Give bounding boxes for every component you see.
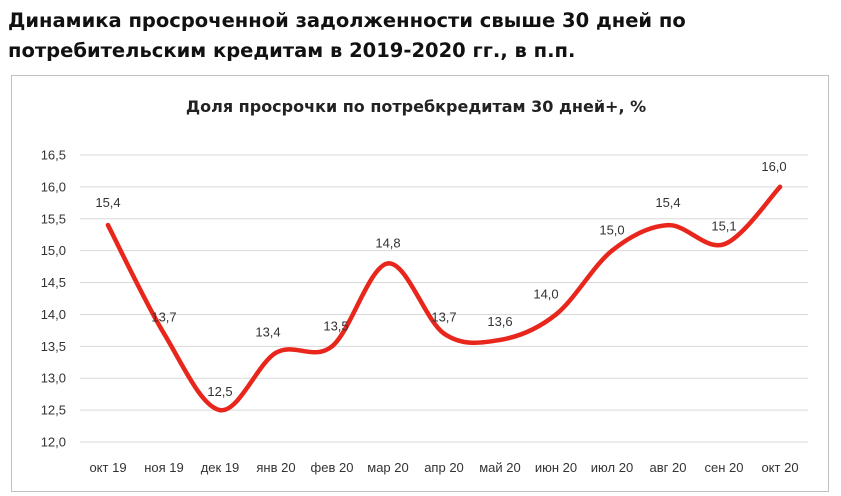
data-label: 13,6 bbox=[487, 314, 512, 329]
data-point bbox=[105, 222, 111, 228]
x-tick-label: май 20 bbox=[479, 460, 521, 475]
data-label: 16,0 bbox=[761, 159, 786, 174]
x-tick-label: июл 20 bbox=[591, 460, 633, 475]
data-point bbox=[273, 350, 279, 355]
data-label: 13,5 bbox=[323, 318, 348, 333]
x-tick-label: окт 19 bbox=[89, 460, 126, 475]
x-tick-label: сен 20 bbox=[705, 460, 744, 475]
data-point bbox=[385, 261, 391, 266]
y-tick-label: 14,5 bbox=[41, 275, 66, 290]
data-point bbox=[609, 248, 615, 253]
x-tick-label: авг 20 bbox=[650, 460, 687, 475]
data-label: 15,4 bbox=[95, 195, 120, 210]
y-tick-label: 13,5 bbox=[41, 339, 66, 354]
x-tick-label: фев 20 bbox=[311, 460, 354, 475]
x-axis-tick-labels: окт 19 ноя 19 дек 19 янв 20 фев 20 мар 20 апр … bbox=[89, 460, 798, 475]
y-tick-label: 12,5 bbox=[41, 403, 66, 418]
gridlines bbox=[80, 154, 808, 443]
data-point bbox=[497, 337, 503, 343]
data-point bbox=[721, 242, 727, 247]
page-heading-line-2: потребительским кредитам в 2019-2020 гг.… bbox=[8, 39, 576, 62]
page-heading: Динамика просроченной задолженности свыш… bbox=[8, 6, 833, 66]
y-tick-label: 16,5 bbox=[41, 148, 66, 163]
y-axis-tick-labels: 12,0 12,5 13,0 13,5 14,0 14,5 15,0 15,5 16,0 16,5 bbox=[41, 148, 66, 450]
data-labels: 15,4 13,7 12,5 13,4 13,5 14,8 13,7 13,6 14,0 15,0… bbox=[95, 159, 786, 399]
data-label: 15,0 bbox=[599, 223, 624, 238]
x-tick-label: июн 20 bbox=[535, 460, 577, 475]
y-tick-label: 15,5 bbox=[41, 211, 66, 226]
data-point bbox=[441, 331, 447, 336]
data-label: 13,7 bbox=[151, 310, 176, 325]
x-tick-label: янв 20 bbox=[256, 460, 295, 475]
data-point bbox=[665, 222, 671, 228]
x-tick-label: окт 20 bbox=[761, 460, 798, 475]
series-line bbox=[105, 184, 783, 413]
y-tick-label: 13,0 bbox=[41, 371, 66, 386]
data-point bbox=[161, 331, 167, 336]
y-tick-label: 15,0 bbox=[41, 243, 66, 258]
data-label: 15,1 bbox=[711, 218, 736, 233]
data-label: 15,4 bbox=[655, 195, 680, 210]
data-point bbox=[777, 184, 783, 190]
y-tick-label: 14,0 bbox=[41, 307, 66, 322]
x-tick-label: апр 20 bbox=[424, 460, 464, 475]
x-tick-label: мар 20 bbox=[367, 460, 408, 475]
series-layer bbox=[105, 184, 783, 413]
data-label: 12,5 bbox=[207, 384, 232, 399]
data-point bbox=[329, 344, 335, 349]
x-tick-label: ноя 19 bbox=[144, 460, 184, 475]
chart-title: Доля просрочки по потребкредитам 30 дней… bbox=[186, 97, 646, 116]
data-label: 13,4 bbox=[255, 325, 280, 340]
data-point bbox=[217, 407, 223, 413]
data-label: 14,8 bbox=[375, 235, 400, 250]
data-point bbox=[553, 312, 559, 317]
chart-frame bbox=[11, 75, 829, 492]
page-heading-line-1: Динамика просроченной задолженности свыш… bbox=[8, 9, 686, 32]
data-label: 13,7 bbox=[431, 310, 456, 325]
y-tick-label: 12,0 bbox=[41, 435, 66, 450]
y-tick-label: 16,0 bbox=[41, 179, 66, 194]
data-label: 14,0 bbox=[533, 286, 558, 301]
x-tick-label: дек 19 bbox=[201, 460, 240, 475]
